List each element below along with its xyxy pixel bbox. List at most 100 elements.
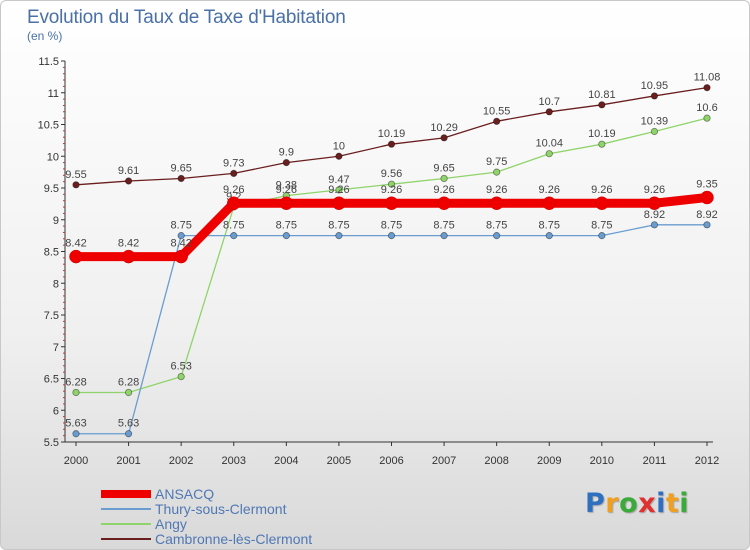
- x-tick-label: 2010: [590, 455, 614, 467]
- logo-letter: o: [619, 488, 639, 519]
- data-point: [124, 177, 133, 185]
- y-tick-label: 10: [47, 151, 59, 163]
- data-point: [650, 221, 659, 229]
- data-point: [124, 388, 133, 397]
- logo-letter: r: [605, 488, 620, 519]
- data-point: [440, 232, 448, 240]
- data-point: [177, 232, 185, 240]
- data-label: 9.75: [486, 156, 507, 168]
- data-label: 8.75: [486, 220, 507, 232]
- data-point: [279, 196, 294, 210]
- data-point: [700, 190, 714, 205]
- data-label: 8.42: [118, 238, 139, 250]
- data-point: [230, 169, 238, 177]
- data-point: [72, 181, 80, 189]
- data-label: 9.73: [223, 157, 244, 169]
- data-label: 9.26: [591, 184, 612, 196]
- data-label: 9.65: [433, 162, 454, 174]
- data-label: 9.26: [486, 184, 507, 196]
- data-label: 9.9: [279, 147, 294, 159]
- data-label: 10.39: [641, 115, 669, 127]
- data-point: [598, 140, 606, 148]
- data-label: 9.38: [276, 180, 297, 192]
- y-tick-label: 8.5: [44, 247, 59, 259]
- data-label: 6.28: [65, 376, 86, 388]
- legend-swatch: [101, 508, 151, 510]
- data-label: 10.19: [378, 128, 406, 140]
- y-tick-label: 11: [48, 88, 59, 100]
- data-label: 9.65: [170, 162, 191, 174]
- data-label: 9.26: [644, 184, 665, 196]
- data-label: 8.75: [276, 220, 297, 232]
- data-label: 9.26: [223, 184, 244, 196]
- x-tick-label: 2006: [379, 455, 403, 467]
- data-label: 8.75: [591, 220, 612, 232]
- y-tick-label: 7.5: [44, 310, 59, 322]
- data-point: [650, 92, 659, 100]
- data-label: 6.53: [170, 361, 191, 373]
- x-tick-label: 2009: [537, 455, 561, 467]
- legend-label: ANSACQ: [155, 486, 215, 502]
- legend-label: Thury-sous-Clermont: [155, 501, 287, 517]
- data-point: [542, 196, 556, 210]
- logo-letter: P: [585, 488, 606, 519]
- data-point: [545, 150, 553, 158]
- data-point: [703, 84, 711, 92]
- data-point: [545, 108, 553, 116]
- logo-letter: i: [656, 488, 666, 519]
- data-label: 10.81: [588, 89, 616, 101]
- data-label: 8.42: [65, 238, 86, 250]
- y-tick-label: 11.5: [38, 56, 59, 68]
- data-label: 9.26: [328, 184, 349, 196]
- data-point: [387, 180, 396, 188]
- legend-swatch: [101, 523, 151, 525]
- data-point: [335, 232, 343, 240]
- data-point: [174, 249, 188, 264]
- data-point: [489, 196, 504, 210]
- data-point: [387, 232, 396, 240]
- legend-swatch: [101, 538, 151, 540]
- y-tick-label: 9.5: [44, 183, 59, 195]
- y-tick-label: 6: [53, 405, 59, 417]
- legend-item: Thury-sous-Clermont: [101, 501, 401, 517]
- data-point: [493, 117, 501, 125]
- data-label: 10: [333, 140, 345, 152]
- data-point: [598, 232, 606, 240]
- data-point: [282, 159, 290, 167]
- data-label: 8.75: [433, 220, 454, 232]
- data-point: [437, 196, 451, 210]
- data-label: 10.29: [430, 122, 458, 134]
- logo-letter: i: [679, 488, 690, 519]
- data-point: [230, 232, 238, 240]
- data-label: 9.56: [381, 168, 402, 180]
- data-label: 5.63: [65, 418, 86, 430]
- data-label: 8.75: [170, 220, 191, 232]
- data-label: 9.26: [433, 184, 454, 196]
- data-point: [72, 388, 80, 397]
- data-point: [440, 134, 448, 142]
- data-point: [545, 232, 553, 240]
- data-point: [121, 249, 136, 264]
- data-label: 9.35: [696, 179, 717, 191]
- data-point: [387, 140, 396, 148]
- chart-unit-label: (en %): [27, 29, 63, 43]
- x-tick-label: 2000: [64, 455, 88, 467]
- y-tick-label: 7: [53, 342, 59, 354]
- data-label: 8.92: [696, 209, 717, 221]
- data-label: 8.92: [644, 209, 665, 221]
- data-label: 9.47: [328, 174, 349, 186]
- data-point: [335, 152, 343, 160]
- data-point: [124, 430, 133, 438]
- legend-item: ANSACQ: [101, 486, 401, 502]
- data-label: 10.04: [535, 138, 563, 150]
- data-point: [177, 372, 185, 381]
- x-tick-label: 2003: [222, 455, 246, 467]
- y-tick-label: 6.5: [44, 374, 59, 386]
- data-point: [282, 232, 290, 240]
- data-label: 9.26: [539, 184, 560, 196]
- data-point: [647, 196, 662, 210]
- logo-letter: x: [638, 488, 657, 519]
- data-label: 8.75: [539, 220, 560, 232]
